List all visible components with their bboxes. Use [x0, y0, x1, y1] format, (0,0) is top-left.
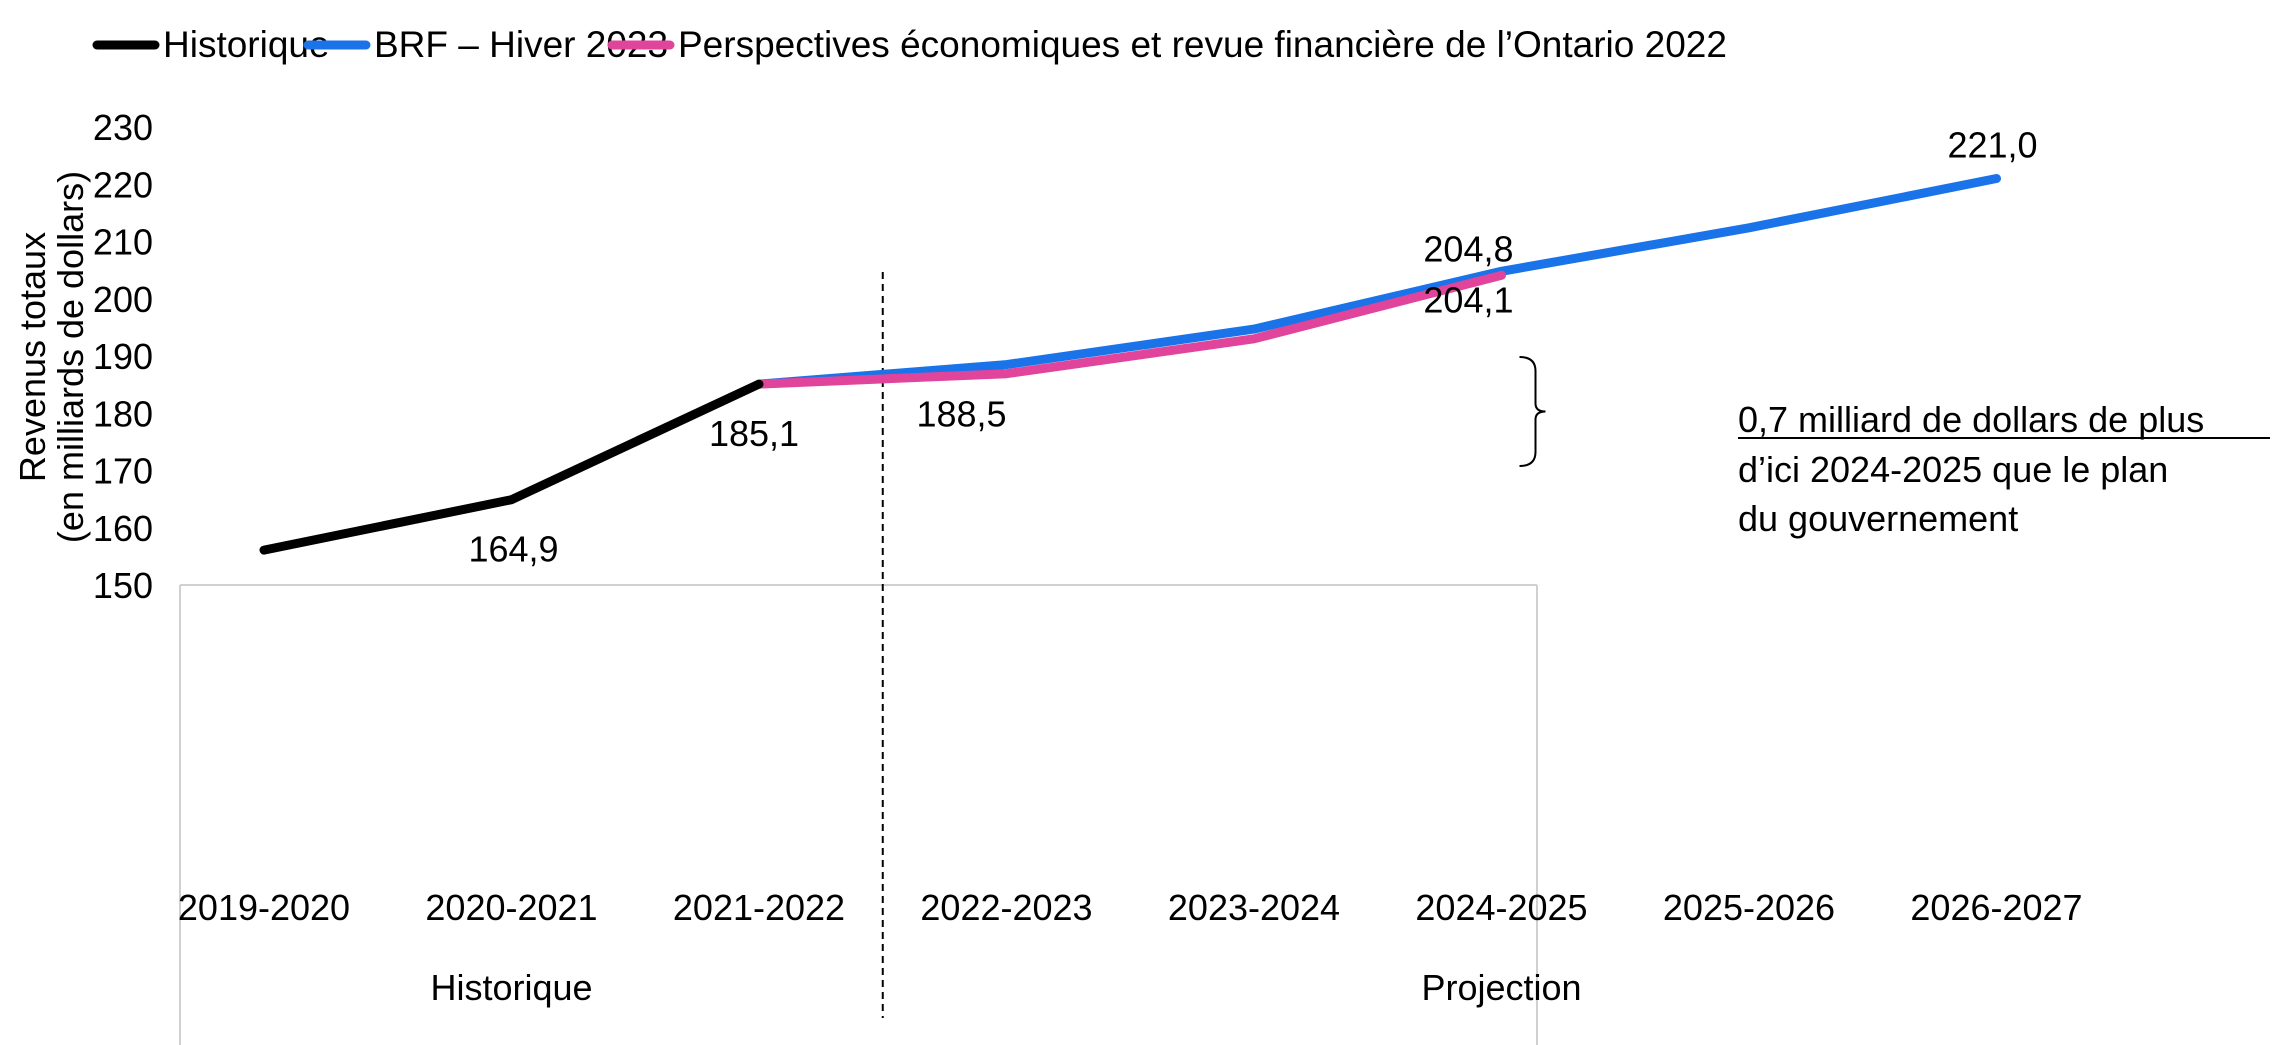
- x-tick-2023-2024: 2023-2024: [1168, 887, 1340, 928]
- series-line-brf-hiver-2023: [754, 174, 2001, 389]
- annotation-headline: 0,7 milliard de dollars de plus: [1738, 399, 2204, 440]
- y-tick-230: 230: [93, 107, 153, 148]
- data-label-164-9: 164,9: [468, 529, 558, 570]
- y-tick-160: 160: [93, 508, 153, 549]
- y-tick-210: 210: [93, 222, 153, 263]
- y-tick-200: 200: [93, 279, 153, 320]
- data-labels: 164,9 185,1 188,5 204,8 204,1 221,0: [468, 125, 2037, 570]
- y-axis-title: Revenus totaux(en milliards de dollars): [12, 171, 91, 543]
- y-tick-190: 190: [93, 336, 153, 377]
- y-axis-title-line-2: (en milliards de dollars): [50, 171, 91, 543]
- series-line-perspectives-economiques-et-revue-financiere-de-l-ontario-2022: [754, 270, 1506, 389]
- legend-label-perspectives-economiques-et-revue-financiere-de-l-ontario-2022: Perspectives économiques et revue financ…: [678, 24, 1727, 65]
- x-tick-2024-2025: 2024-2025: [1415, 887, 1587, 928]
- series-line-historique: [259, 379, 764, 555]
- y-tick-170: 170: [93, 451, 153, 492]
- y-axis-ticks: 150 160 170 180 190 200 210 220 230: [93, 107, 153, 606]
- x-tick-2022-2023: 2022-2023: [920, 887, 1092, 928]
- difference-annotation: 0,7 milliard de dollars de plus d’ici 202…: [1519, 356, 2270, 539]
- difference-bracket: [1519, 356, 1546, 467]
- x-axis-category-box: [179, 584, 1538, 1045]
- data-label-185-1: 185,1: [709, 413, 799, 454]
- data-label-188-5: 188,5: [916, 394, 1006, 435]
- x-group-projection: Projection: [1421, 967, 1581, 1008]
- y-tick-180: 180: [93, 393, 153, 434]
- x-tick-2025-2026: 2025-2026: [1663, 887, 1835, 928]
- x-tick-2020-2021: 2020-2021: [425, 887, 597, 928]
- x-tick-2021-2022: 2021-2022: [673, 887, 845, 928]
- data-label-221-0: 221,0: [1947, 125, 2037, 166]
- x-tick-2019-2020: 2019-2020: [178, 887, 350, 928]
- data-label-204-8: 204,8: [1423, 228, 1513, 269]
- series-lines: [259, 174, 2001, 555]
- y-tick-220: 220: [93, 164, 153, 205]
- x-group-historique: Historique: [430, 967, 592, 1008]
- x-axis-category-labels: 2019-2020 2020-2021 2021-2022 2022-2023 2023…: [178, 887, 2083, 928]
- annotation-line-2: du gouvernement: [1738, 498, 2018, 539]
- y-axis-title-line-1: Revenus totaux: [12, 232, 53, 482]
- x-axis-group-labels: Historique Projection: [430, 967, 1581, 1008]
- legend: Historique BRF – Hiver 2023 Perspectives é…: [92, 24, 1727, 65]
- annotation-line-1: d’ici 2024-2025 que le plan: [1738, 449, 2168, 490]
- legend-label-historique: Historique: [163, 24, 330, 65]
- data-label-204-1: 204,1: [1423, 279, 1513, 320]
- x-tick-2026-2027: 2026-2027: [1910, 887, 2082, 928]
- y-tick-150: 150: [93, 565, 153, 606]
